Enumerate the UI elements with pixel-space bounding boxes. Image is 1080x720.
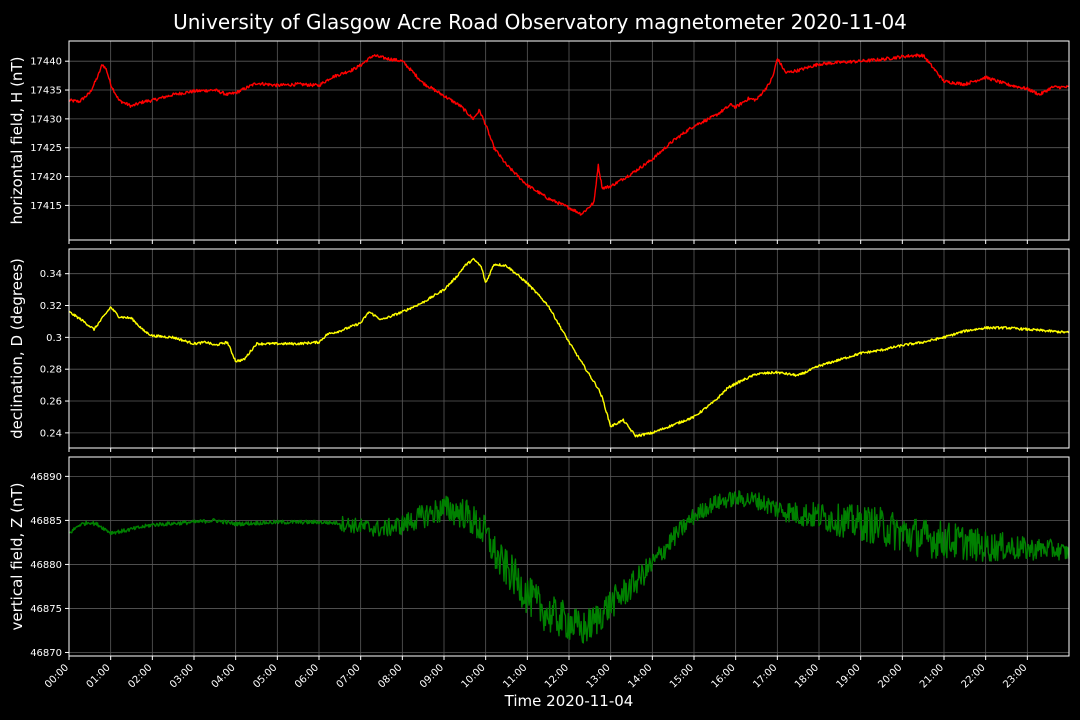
y-tick-label: 0.32: [40, 301, 62, 312]
y-tick-label: 0.34: [40, 269, 62, 280]
data-series-line: [68, 53, 1070, 216]
panel-2: 0.24 0.26 0.28 0.3 0.32 0.34 declination, D (d…: [8, 248, 1070, 452]
y-axis-label: horizontal field, H (nT): [8, 57, 26, 225]
y-tick-label: 0.28: [40, 365, 62, 376]
y-tick-label: 17425: [30, 143, 62, 154]
panel-1: 17415 17420 17425 17430 17435 17440 horizontal…: [8, 40, 1070, 244]
panels-container: 17415 17420 17425 17430 17435 17440 horizontal…: [8, 40, 1070, 660]
panel-frame: [68, 248, 1070, 449]
y-tick-label: 17435: [30, 86, 62, 97]
data-series-line: [68, 490, 1070, 644]
y-tick-label: 46880: [30, 560, 62, 571]
y-tick-label: 46885: [30, 516, 62, 527]
x-axis-label: Time 2020-11-04: [504, 692, 634, 710]
y-tick-label: 0.3: [46, 333, 62, 344]
y-axis-label: vertical field, Z (nT): [8, 482, 26, 630]
y-tick-label: 17420: [30, 172, 62, 183]
panel-frame: [68, 456, 1070, 657]
y-tick-label: 46890: [30, 472, 62, 483]
y-tick-label: 46875: [30, 604, 62, 615]
y-tick-label: 0.24: [40, 428, 62, 439]
y-tick-label: 46870: [30, 648, 62, 659]
y-tick-label: 17440: [30, 57, 62, 68]
panel-frame: [68, 40, 1070, 241]
y-tick-label: 17415: [30, 201, 62, 212]
data-series-line: [68, 257, 1070, 438]
y-tick-label: 0.26: [40, 397, 62, 408]
y-axis-label: declination, D (degrees): [8, 258, 26, 439]
y-tick-label: 17430: [30, 114, 62, 125]
panel-3: 46870 46875 46880 46885 46890 vertical field,…: [8, 456, 1070, 660]
chart-title: University of Glasgow Acre Road Observat…: [173, 10, 907, 34]
